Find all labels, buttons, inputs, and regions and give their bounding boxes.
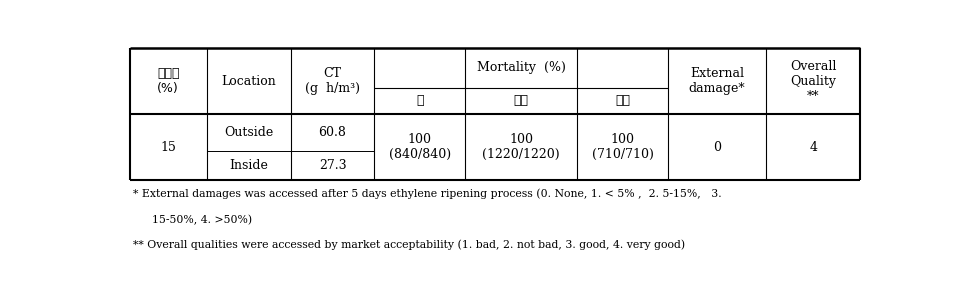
Text: 15: 15: [160, 141, 176, 154]
Text: 4: 4: [810, 141, 817, 154]
Text: Inside: Inside: [229, 159, 268, 172]
Text: 약충: 약충: [514, 95, 528, 108]
Text: 100
(840/840): 100 (840/840): [389, 133, 451, 161]
Text: External
damage*: External damage*: [689, 67, 746, 95]
Text: 알: 알: [416, 95, 424, 108]
Text: 60.8: 60.8: [319, 126, 347, 139]
Text: CT
(g  h/m³): CT (g h/m³): [305, 67, 360, 95]
Text: Mortality  (%): Mortality (%): [477, 61, 566, 74]
Text: * External damages was accessed after 5 days ethylene ripening process (0. None,: * External damages was accessed after 5 …: [133, 188, 723, 199]
Text: 성충: 성충: [615, 95, 630, 108]
Text: 0: 0: [713, 141, 721, 154]
Text: ** Overall qualities were accessed by market acceptability (1. bad, 2. not bad, : ** Overall qualities were accessed by ma…: [133, 240, 686, 250]
Text: 27.3: 27.3: [319, 159, 347, 172]
Text: Location: Location: [221, 75, 276, 88]
Text: 100
(710/710): 100 (710/710): [592, 133, 654, 161]
Text: Outside: Outside: [224, 126, 273, 139]
Text: 수용비
(%): 수용비 (%): [156, 67, 180, 95]
Text: Overall
Quality
**: Overall Quality **: [790, 59, 837, 102]
Text: 15-50%, 4. >50%): 15-50%, 4. >50%): [146, 215, 252, 226]
Text: 100
(1220/1220): 100 (1220/1220): [482, 133, 560, 161]
